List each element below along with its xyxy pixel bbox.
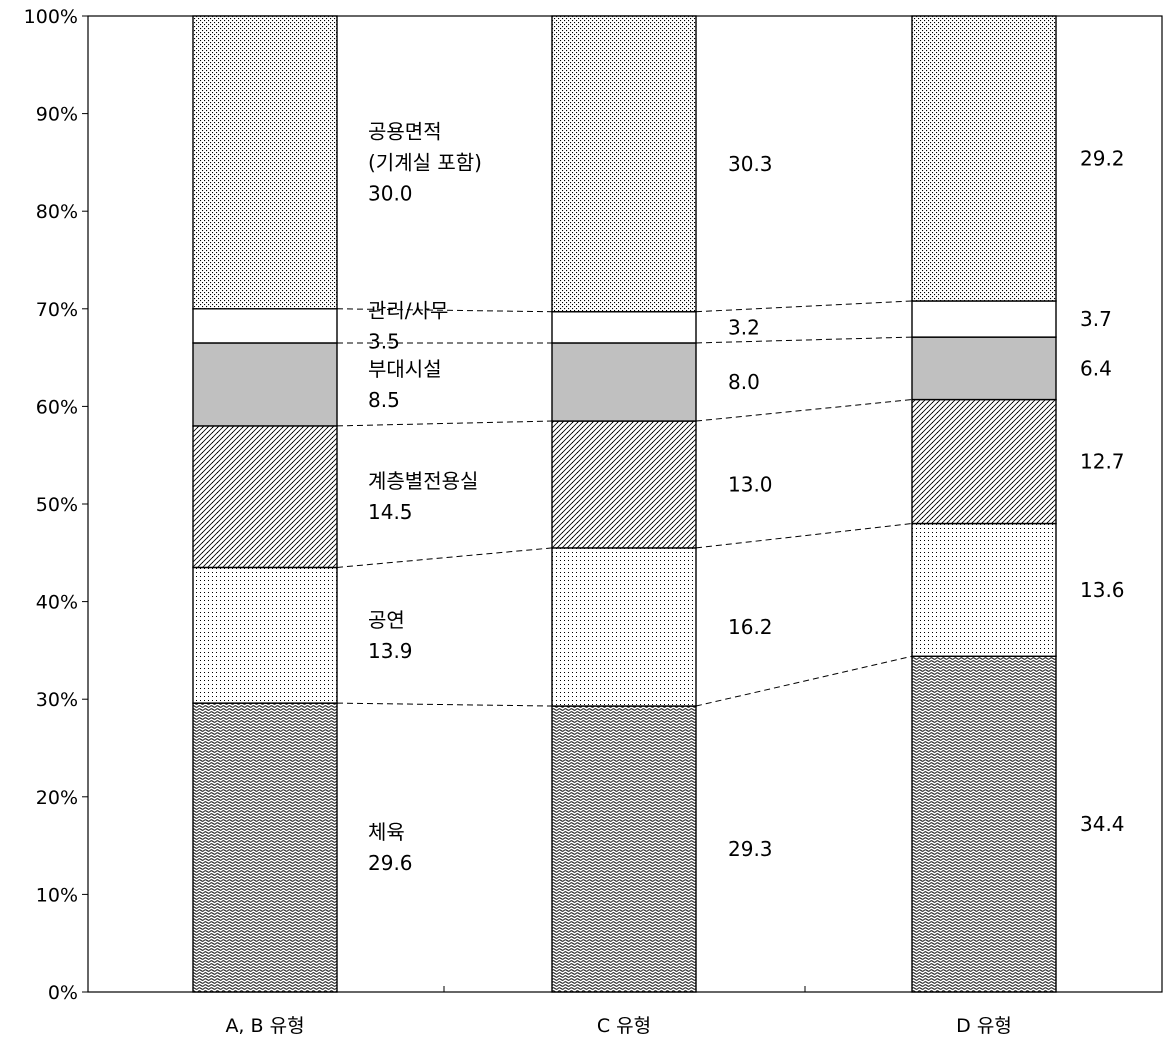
boundary-connector (695, 523, 913, 549)
y-tick-label: 90% (36, 104, 78, 126)
y-tick-label: 100% (24, 6, 78, 28)
segment-name-label: (기계실 포함) (368, 150, 482, 174)
segment-labels: 체육 29.6 공연 13.9 계층별전용실 14.5 부대시설 8.5 관리/사무 3.5 공용면… (368, 119, 1125, 875)
bar-segment (192, 566, 338, 704)
x-category-label: C 유형 (597, 1015, 651, 1037)
segment-value-label: 34.4 (1080, 812, 1125, 836)
segment-value-label: 3.5 (368, 329, 400, 353)
segment-value-label: 30.0 (368, 181, 413, 205)
y-tick-label: 20% (36, 787, 78, 809)
segment-name-label: 공연 (368, 608, 405, 632)
y-axis: 0% 10% 20% 30% 40% 50% 60% 70% 80% 90% 100% (24, 6, 88, 1004)
boundary-connector (695, 655, 913, 707)
bar-segment (911, 398, 1057, 525)
segment-name-label: 관리/사무 (368, 298, 448, 322)
y-tick-label: 10% (36, 884, 78, 906)
segment-value-label: 12.7 (1080, 450, 1125, 474)
boundary-connector (695, 399, 913, 422)
y-tick-label: 70% (36, 299, 78, 321)
bar-segment (551, 420, 697, 549)
bar-segment (911, 15, 1057, 302)
bar-segment (192, 308, 338, 344)
y-tick-label: 80% (36, 201, 78, 223)
segment-value-label: 30.3 (728, 152, 773, 176)
bar-segment (911, 336, 1057, 401)
bar-segment (911, 300, 1057, 338)
x-category-label: D 유형 (956, 1015, 1012, 1037)
segment-value-label: 14.5 (368, 500, 413, 524)
bar-segment (551, 15, 697, 313)
bar-segment (192, 342, 338, 427)
y-tick-label: 0% (48, 982, 78, 1004)
bars (192, 15, 1057, 993)
segment-value-label: 8.0 (728, 370, 760, 394)
bar-segment (551, 342, 697, 422)
segment-name-label: 체육 (368, 820, 405, 844)
segment-value-label: 13.6 (1080, 578, 1125, 602)
segment-name-label: 공용면적 (368, 119, 442, 143)
boundary-connector (695, 336, 913, 344)
boundary-connector (336, 547, 553, 568)
x-axis: A, B 유형 C 유형 D 유형 (225, 986, 1012, 1037)
x-category-label: A, B 유형 (225, 1015, 304, 1037)
segment-value-label: 29.2 (1080, 146, 1125, 170)
boundary-connector (336, 308, 553, 313)
segment-connectors (336, 300, 913, 707)
segment-value-label: 29.3 (728, 837, 773, 861)
bar-segment (192, 702, 338, 993)
bar-segment (551, 311, 697, 344)
boundary-connector (695, 300, 913, 313)
segment-value-label: 3.7 (1080, 307, 1112, 331)
boundary-connector (336, 420, 553, 427)
segment-value-label: 3.2 (728, 315, 760, 339)
segment-value-label: 29.6 (368, 851, 413, 875)
segment-value-label: 13.0 (728, 472, 773, 496)
bar-segment (551, 547, 697, 707)
segment-value-label: 6.4 (1080, 356, 1112, 380)
bar-segment (911, 655, 1057, 993)
boundary-connector (336, 702, 553, 707)
bar-segment (551, 705, 697, 993)
bar-segment (911, 522, 1057, 657)
segment-value-label: 16.2 (728, 615, 773, 639)
bar-segment (192, 425, 338, 569)
segment-value-label: 8.5 (368, 388, 400, 412)
bar-segment (192, 15, 338, 310)
y-tick-label: 50% (36, 494, 78, 516)
segment-value-label: 13.9 (368, 639, 413, 663)
y-tick-label: 60% (36, 396, 78, 418)
segment-name-label: 부대시설 (368, 357, 442, 381)
segment-name-label: 계층별전용실 (368, 469, 478, 493)
y-tick-label: 30% (36, 689, 78, 711)
y-tick-label: 40% (36, 592, 78, 614)
